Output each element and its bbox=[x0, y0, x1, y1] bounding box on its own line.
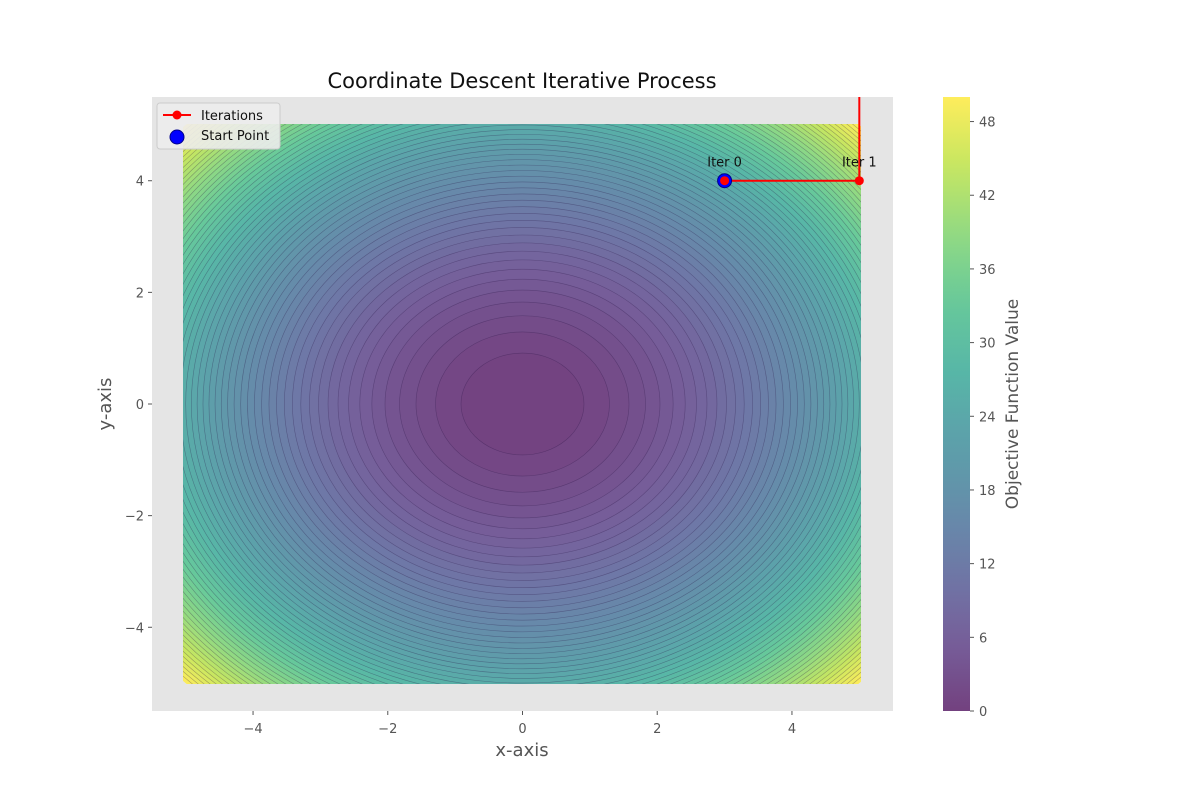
contour-line bbox=[337, 250, 708, 558]
colorbar-label: Objective Function Value bbox=[1003, 299, 1023, 509]
contour-line bbox=[399, 301, 646, 507]
contour-line bbox=[309, 227, 736, 581]
contour-line bbox=[284, 206, 761, 602]
x-tick-label: 0 bbox=[518, 722, 526, 737]
legend-start-point-marker bbox=[169, 129, 185, 145]
colorbar-tick-label: 12 bbox=[979, 558, 996, 573]
colorbar-tick-label: 48 bbox=[979, 116, 996, 131]
contour-line bbox=[348, 259, 697, 549]
contour-line bbox=[276, 199, 769, 609]
colorbar-gradient bbox=[943, 97, 970, 711]
y-tick-label: 4 bbox=[136, 175, 144, 190]
contour-line bbox=[227, 159, 818, 649]
contour-line bbox=[220, 154, 825, 654]
iteration-marker bbox=[854, 176, 864, 186]
contour-line bbox=[208, 143, 837, 665]
colorbar: 0 6 12 18 24 30 36 42 48 Objective Function Valu… bbox=[943, 97, 1023, 720]
chart-title: Coordinate Descent Iterative Process bbox=[327, 69, 716, 93]
contour-line bbox=[247, 175, 798, 633]
iteration-annotations: Iter 0 Iter 1 bbox=[707, 156, 876, 171]
x-tick-label: −2 bbox=[378, 722, 397, 737]
iteration-label: Iter 1 bbox=[842, 156, 877, 171]
colorbar-tick-label: 6 bbox=[979, 631, 987, 646]
contour-line bbox=[261, 187, 784, 621]
plot-area: Iter 0 Iter 1 bbox=[152, 97, 893, 711]
contour-fill bbox=[183, 124, 861, 684]
iteration-marker bbox=[720, 176, 730, 186]
contour-line bbox=[327, 242, 718, 566]
contour-line bbox=[415, 315, 630, 493]
legend-iterations-label: Iterations bbox=[201, 109, 263, 124]
legend-start-point-label: Start Point bbox=[201, 129, 269, 144]
colorbar-tick-label: 0 bbox=[979, 705, 987, 720]
contour-line bbox=[292, 213, 753, 595]
colorbar-ticks: 0 6 12 18 24 30 36 42 48 bbox=[970, 116, 996, 720]
contour-line bbox=[460, 352, 585, 456]
contour-line bbox=[300, 219, 745, 589]
legend-iterations-marker bbox=[172, 110, 182, 120]
contour-line bbox=[254, 181, 791, 627]
contour-line bbox=[268, 193, 777, 615]
contour-line bbox=[196, 134, 849, 674]
colorbar-tick-label: 30 bbox=[979, 337, 996, 352]
legend: Iterations Start Point bbox=[156, 102, 281, 150]
x-tick-label: −4 bbox=[243, 722, 262, 737]
contour-line bbox=[214, 148, 831, 660]
y-tick-label: 0 bbox=[136, 398, 144, 413]
contour-line bbox=[233, 164, 812, 644]
contour-line bbox=[318, 234, 727, 574]
contour-line bbox=[359, 268, 686, 540]
colorbar-tick-label: 24 bbox=[979, 410, 996, 425]
y-tick-label: 2 bbox=[136, 286, 144, 301]
y-tick-label: −2 bbox=[125, 510, 144, 525]
iteration-label: Iter 0 bbox=[707, 156, 742, 171]
contour-line bbox=[191, 129, 854, 679]
contour-line bbox=[202, 138, 843, 670]
contour-line bbox=[185, 124, 860, 684]
y-axis-label: y-axis bbox=[95, 378, 116, 431]
contour-line bbox=[384, 289, 661, 519]
x-axis-ticks: −4 −2 0 2 4 bbox=[243, 711, 796, 737]
contour-line bbox=[435, 331, 610, 477]
contour-line bbox=[240, 170, 805, 638]
x-axis-label: x-axis bbox=[495, 740, 548, 761]
iteration-path-layer bbox=[717, 97, 864, 189]
x-tick-label: 2 bbox=[653, 722, 661, 737]
contour-line bbox=[371, 278, 674, 530]
colorbar-tick-label: 42 bbox=[979, 189, 996, 204]
contour-lines bbox=[183, 124, 861, 684]
contour-band bbox=[461, 353, 584, 455]
y-axis-ticks: −4 −2 0 2 4 bbox=[125, 175, 152, 636]
x-tick-label: 4 bbox=[788, 722, 796, 737]
colorbar-tick-label: 18 bbox=[979, 484, 996, 499]
colorbar-tick-label: 36 bbox=[979, 263, 996, 278]
y-tick-label: −4 bbox=[125, 621, 144, 636]
